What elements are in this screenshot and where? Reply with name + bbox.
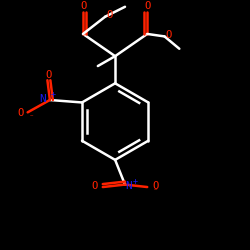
- Text: N: N: [126, 181, 132, 191]
- Text: O: O: [91, 181, 97, 191]
- Text: +: +: [51, 90, 56, 99]
- Text: O: O: [80, 0, 86, 10]
- Text: ⁻: ⁻: [153, 187, 158, 196]
- Text: O: O: [46, 70, 52, 80]
- Text: O: O: [106, 10, 113, 20]
- Text: ⁻: ⁻: [29, 113, 34, 122]
- Text: O: O: [17, 108, 23, 118]
- Text: O: O: [153, 181, 159, 191]
- Text: N: N: [40, 94, 46, 104]
- Text: +: +: [132, 177, 138, 186]
- Text: O: O: [144, 0, 150, 10]
- Text: O: O: [166, 30, 172, 40]
